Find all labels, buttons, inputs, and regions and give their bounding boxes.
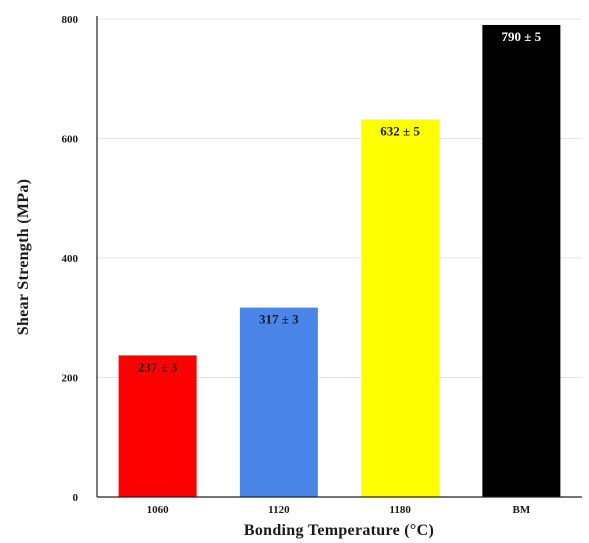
bar-1120 — [239, 307, 318, 497]
bar-1060 — [118, 355, 197, 497]
y-axis-title: Shear Strength (MPa) — [15, 179, 32, 336]
y-tick-labels: 0 200 400 600 800 — [62, 14, 79, 504]
axes — [96, 16, 582, 498]
x-tick-label: 1180 — [389, 504, 411, 516]
y-tick-label: 800 — [62, 14, 79, 26]
y-tick-label: 0 — [73, 492, 79, 504]
bar-value-label: 790 ± 5 — [502, 29, 542, 44]
x-tick-label: 1120 — [268, 504, 290, 516]
bar-value-label: 317 ± 3 — [259, 312, 299, 327]
y-tick-label: 200 — [62, 373, 79, 385]
bar-value-label: 632 ± 5 — [380, 123, 420, 138]
bar-value-label: 237 ± 3 — [138, 359, 178, 374]
bar-bm — [482, 24, 561, 497]
bar-1180 — [361, 119, 440, 497]
y-tick-label: 600 — [62, 134, 79, 146]
x-tick-label: 1060 — [147, 504, 170, 516]
bar-value-labels: 237 ± 3 317 ± 3 632 ± 5 790 ± 5 — [138, 29, 542, 374]
y-tick-label: 400 — [62, 253, 79, 265]
bars — [118, 24, 561, 497]
x-tick-labels: 1060 1120 1180 BM — [147, 504, 531, 516]
x-tick-label: BM — [513, 504, 531, 516]
x-axis-title: Bonding Temperature (°C) — [244, 522, 434, 539]
